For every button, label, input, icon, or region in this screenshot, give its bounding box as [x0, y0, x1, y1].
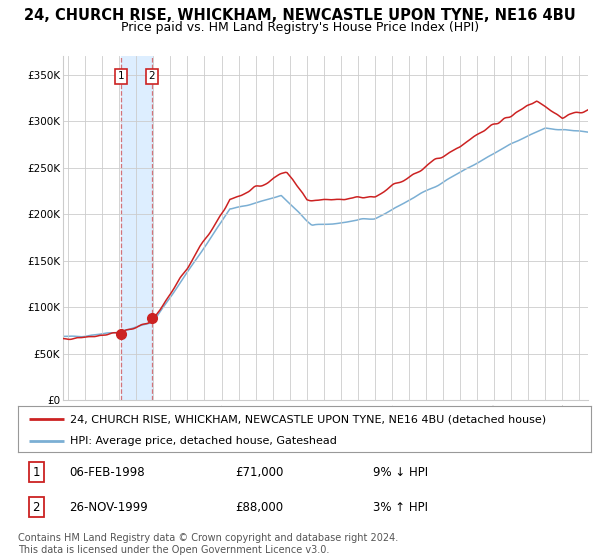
- Text: 24, CHURCH RISE, WHICKHAM, NEWCASTLE UPON TYNE, NE16 4BU (detached house): 24, CHURCH RISE, WHICKHAM, NEWCASTLE UPO…: [70, 414, 545, 424]
- Text: £88,000: £88,000: [236, 501, 284, 514]
- Text: 1: 1: [118, 72, 124, 82]
- Text: £71,000: £71,000: [236, 466, 284, 479]
- Text: HPI: Average price, detached house, Gateshead: HPI: Average price, detached house, Gate…: [70, 436, 337, 446]
- Text: Contains HM Land Registry data © Crown copyright and database right 2024.
This d: Contains HM Land Registry data © Crown c…: [18, 533, 398, 555]
- Text: Price paid vs. HM Land Registry's House Price Index (HPI): Price paid vs. HM Land Registry's House …: [121, 21, 479, 34]
- Text: 06-FEB-1998: 06-FEB-1998: [70, 466, 145, 479]
- Text: 2: 2: [148, 72, 155, 82]
- Text: 3% ↑ HPI: 3% ↑ HPI: [373, 501, 428, 514]
- Text: 24, CHURCH RISE, WHICKHAM, NEWCASTLE UPON TYNE, NE16 4BU: 24, CHURCH RISE, WHICKHAM, NEWCASTLE UPO…: [24, 8, 576, 24]
- Text: 26-NOV-1999: 26-NOV-1999: [70, 501, 148, 514]
- Text: 1: 1: [32, 466, 40, 479]
- Text: 2: 2: [32, 501, 40, 514]
- Bar: [121, 56, 152, 400]
- Text: 9% ↓ HPI: 9% ↓ HPI: [373, 466, 428, 479]
